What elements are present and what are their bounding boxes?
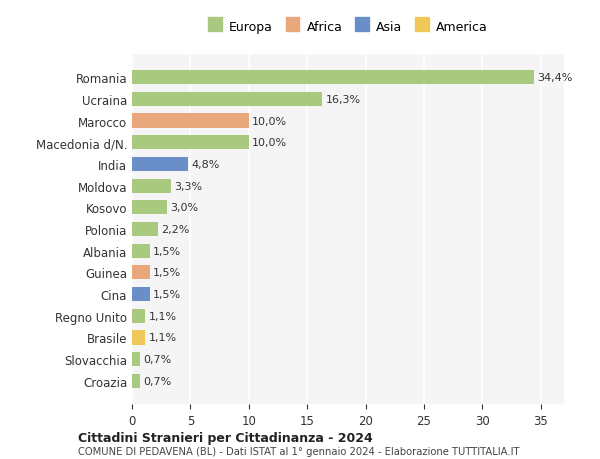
Text: 0,7%: 0,7% xyxy=(143,354,172,364)
Text: 1,1%: 1,1% xyxy=(148,333,176,343)
Bar xyxy=(132,244,149,258)
Text: Cittadini Stranieri per Cittadinanza - 2024: Cittadini Stranieri per Cittadinanza - 2… xyxy=(78,431,373,444)
Text: 2,2%: 2,2% xyxy=(161,224,190,235)
Bar xyxy=(132,353,140,366)
Text: 3,3%: 3,3% xyxy=(174,181,202,191)
Text: 0,7%: 0,7% xyxy=(143,376,172,386)
Text: 10,0%: 10,0% xyxy=(252,138,287,148)
Bar xyxy=(132,179,170,193)
Bar xyxy=(132,136,249,150)
Text: 1,1%: 1,1% xyxy=(148,311,176,321)
Bar xyxy=(132,71,533,85)
Bar xyxy=(132,330,145,345)
Text: 16,3%: 16,3% xyxy=(326,95,361,105)
Text: 3,0%: 3,0% xyxy=(170,203,199,213)
Bar xyxy=(132,266,149,280)
Text: COMUNE DI PEDAVENA (BL) - Dati ISTAT al 1° gennaio 2024 - Elaborazione TUTTITALI: COMUNE DI PEDAVENA (BL) - Dati ISTAT al … xyxy=(78,447,520,456)
Bar xyxy=(132,374,140,388)
Bar xyxy=(132,93,322,106)
Text: 10,0%: 10,0% xyxy=(252,116,287,126)
Bar xyxy=(132,223,158,236)
Text: 1,5%: 1,5% xyxy=(153,268,181,278)
Bar xyxy=(132,201,167,215)
Bar xyxy=(132,114,249,129)
Bar xyxy=(132,157,188,172)
Bar xyxy=(132,309,145,323)
Text: 34,4%: 34,4% xyxy=(537,73,572,83)
Text: 1,5%: 1,5% xyxy=(153,290,181,299)
Text: 1,5%: 1,5% xyxy=(153,246,181,256)
Legend: Europa, Africa, Asia, America: Europa, Africa, Asia, America xyxy=(203,16,493,39)
Bar xyxy=(132,287,149,302)
Text: 4,8%: 4,8% xyxy=(191,160,220,169)
